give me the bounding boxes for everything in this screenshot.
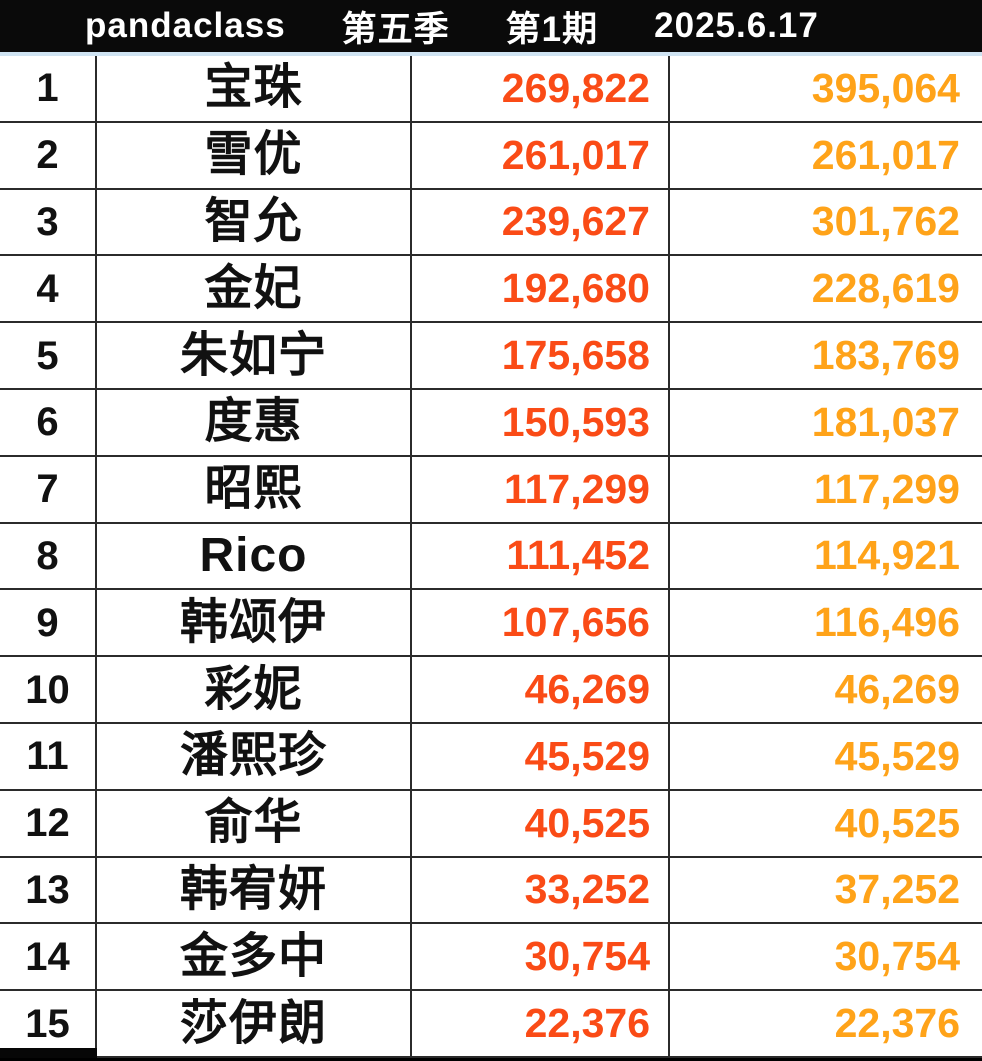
total-score-cell: 261,017 xyxy=(811,131,960,178)
current-score-cell: 45,529 xyxy=(412,724,670,789)
total-score-cell: 301,762 xyxy=(811,198,960,245)
header-accent-line xyxy=(0,52,982,56)
current-score-cell: 150,593 xyxy=(412,390,670,455)
current-score-cell: 107,656 xyxy=(412,590,670,656)
rank-cell: 14 xyxy=(0,924,97,990)
name-cell: 朱如宁 xyxy=(97,323,412,388)
total-score-cell: 228,619 xyxy=(811,265,960,312)
current-score-cell: 192,680 xyxy=(412,256,670,322)
name-cell: 金多中 xyxy=(97,924,412,990)
current-score-cell: 261,017 xyxy=(412,122,670,188)
name-cell: Rico xyxy=(97,523,412,589)
total-score-cell: 22,376 xyxy=(834,1000,960,1047)
season-label: 第五季 xyxy=(341,9,450,49)
rank-cell: 13 xyxy=(0,857,97,923)
table-row: 1 宝珠 269,822 395,064 xyxy=(0,56,982,123)
rank-cell: 1 xyxy=(0,56,97,121)
total-score-cell: 30,754 xyxy=(834,933,960,980)
rank-cell: 4 xyxy=(0,256,97,322)
episode-label: 第1期 xyxy=(505,9,599,49)
name-cell: 潘熙珍 xyxy=(97,724,412,789)
name-cell: 金妃 xyxy=(97,256,412,322)
rank-cell: 15 xyxy=(0,991,97,1056)
name-cell: 韩宥妍 xyxy=(97,857,412,923)
current-score-cell: 269,822 xyxy=(412,56,670,121)
name-cell: 度惠 xyxy=(97,390,412,455)
current-score-cell: 175,658 xyxy=(412,323,670,388)
current-score-cell: 30,754 xyxy=(412,924,670,990)
table-row: 4 金妃 192,680 228,619 xyxy=(0,256,982,324)
table-row: 14 金多中 30,754 30,754 xyxy=(0,924,982,992)
rank-cell: 10 xyxy=(0,657,97,722)
total-score-cell: 46,269 xyxy=(834,666,960,713)
rank-cell: 8 xyxy=(0,523,97,589)
total-score-cell: 183,769 xyxy=(811,332,960,379)
table-row: 7 昭熙 117,299 117,299 xyxy=(0,456,982,524)
table-row: 2 雪优 261,017 261,017 xyxy=(0,122,982,190)
table-row: 8 Rico 111,452 114,921 xyxy=(0,523,982,591)
table-row: 6 度惠 150,593 181,037 xyxy=(0,390,982,457)
current-score-cell: 117,299 xyxy=(412,456,670,522)
ranking-table: 1 宝珠 269,822 395,064 2 雪优 261,017 261,01… xyxy=(0,56,982,1058)
bottom-left-shadow xyxy=(0,1048,97,1061)
current-score-cell: 40,525 xyxy=(412,790,670,856)
table-row: 15 莎伊朗 22,376 22,376 xyxy=(0,991,982,1058)
total-score-cell: 37,252 xyxy=(834,866,960,913)
rank-cell: 12 xyxy=(0,790,97,856)
total-score-cell: 116,496 xyxy=(814,599,960,646)
rank-cell: 5 xyxy=(0,323,97,388)
table-row: 3 智允 239,627 301,762 xyxy=(0,189,982,257)
rank-cell: 2 xyxy=(0,122,97,188)
rank-cell: 7 xyxy=(0,456,97,522)
rank-cell: 9 xyxy=(0,590,97,656)
table-row: 12 俞华 40,525 40,525 xyxy=(0,790,982,858)
current-score-cell: 239,627 xyxy=(412,189,670,255)
name-cell: 雪优 xyxy=(97,122,412,188)
rank-cell: 3 xyxy=(0,189,97,255)
table-row: 13 韩宥妍 33,252 37,252 xyxy=(0,857,982,925)
total-score-cell: 40,525 xyxy=(834,799,960,846)
name-cell: 彩妮 xyxy=(97,657,412,722)
total-score-cell: 117,299 xyxy=(814,465,960,512)
total-score-cell: 114,921 xyxy=(814,532,960,579)
current-score-cell: 111,452 xyxy=(412,523,670,589)
rank-cell: 6 xyxy=(0,390,97,455)
name-cell: 俞华 xyxy=(97,790,412,856)
current-score-cell: 22,376 xyxy=(412,991,670,1056)
total-score-cell: 395,064 xyxy=(811,64,960,111)
title-bar: pandaclass 第五季 第1期 2025.6.17 xyxy=(0,0,982,52)
name-cell: 莎伊朗 xyxy=(97,991,412,1056)
name-cell: 宝珠 xyxy=(97,56,412,121)
table-row: 10 彩妮 46,269 46,269 xyxy=(0,657,982,724)
total-score-cell: 181,037 xyxy=(811,398,960,445)
rank-cell: 11 xyxy=(0,724,97,789)
table-row: 9 韩颂伊 107,656 116,496 xyxy=(0,590,982,658)
current-score-cell: 33,252 xyxy=(412,857,670,923)
current-score-cell: 46,269 xyxy=(412,657,670,722)
table-row: 11 潘熙珍 45,529 45,529 xyxy=(0,724,982,791)
name-cell: 智允 xyxy=(97,189,412,255)
table-row: 5 朱如宁 175,658 183,769 xyxy=(0,323,982,390)
name-cell: 韩颂伊 xyxy=(97,590,412,656)
bottom-border-bar xyxy=(0,1058,982,1061)
date-label: 2025.6.17 xyxy=(654,6,819,45)
name-cell: 昭熙 xyxy=(97,456,412,522)
total-score-cell: 45,529 xyxy=(834,732,960,779)
brand-title: pandaclass xyxy=(85,6,286,45)
